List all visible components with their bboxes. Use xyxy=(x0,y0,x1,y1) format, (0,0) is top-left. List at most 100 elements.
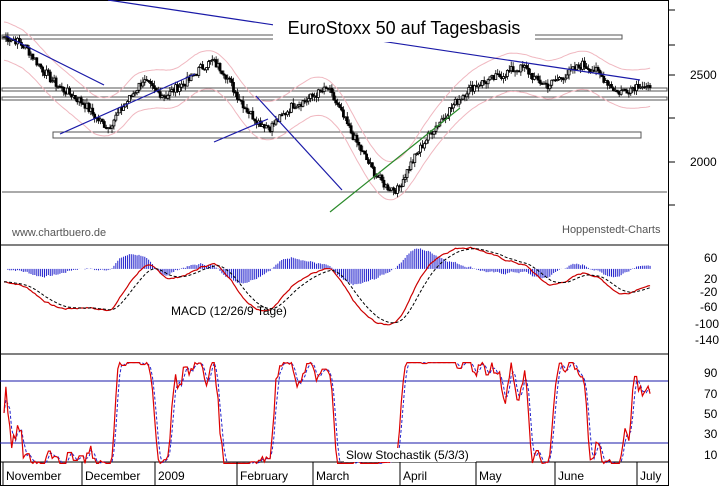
stoch-tick-label: 10 xyxy=(704,448,718,462)
month-label: December xyxy=(85,469,140,483)
candle-body xyxy=(380,174,384,181)
candle-body xyxy=(355,134,359,143)
candle-body xyxy=(81,102,85,105)
candle-body xyxy=(237,98,241,101)
candle-body xyxy=(586,68,590,70)
candle-body xyxy=(349,125,353,134)
macd-tick-label: -140 xyxy=(695,333,719,347)
candle-body xyxy=(525,65,529,69)
candle-body xyxy=(205,67,208,71)
candle-body xyxy=(629,87,633,94)
candle-body xyxy=(180,83,183,88)
trendline-nov-down xyxy=(5,35,105,86)
stoch-tick-label: 90 xyxy=(704,366,718,380)
candle-body xyxy=(295,105,299,109)
candle-body xyxy=(363,150,367,155)
stoch-label: Slow Stochastik (5/3/3) xyxy=(346,448,469,462)
candle-body xyxy=(527,67,530,75)
candle-body xyxy=(644,86,648,88)
candle-body xyxy=(532,75,536,80)
month-label: May xyxy=(479,469,502,483)
candle-body xyxy=(610,84,613,89)
candle-body xyxy=(131,93,135,97)
candle-body xyxy=(577,64,581,68)
candle-body xyxy=(367,159,370,164)
candle-body xyxy=(596,66,600,71)
candle-body xyxy=(550,79,554,86)
candle-body xyxy=(232,82,235,93)
candle-body xyxy=(359,144,363,152)
candle-body xyxy=(563,77,567,81)
candle-body xyxy=(488,76,492,81)
candle-body xyxy=(451,104,455,109)
candle-body xyxy=(114,114,118,121)
candle-body xyxy=(405,169,409,178)
candle-body xyxy=(230,78,233,83)
candle-body xyxy=(112,119,116,127)
candle-body xyxy=(345,116,349,125)
candle-body xyxy=(48,71,52,83)
candle-body xyxy=(137,82,141,91)
candle-body xyxy=(41,66,44,73)
candle-body xyxy=(168,90,172,96)
month-label: June xyxy=(558,469,584,483)
candle-body xyxy=(218,63,222,72)
candle-body xyxy=(556,79,559,81)
candle-body xyxy=(625,89,629,94)
candle-body xyxy=(222,73,226,76)
candle-body xyxy=(511,66,515,73)
macd-line xyxy=(4,246,651,326)
month-label: July xyxy=(640,469,661,483)
stoch-tick-label: 30 xyxy=(704,427,718,441)
candle-body xyxy=(473,85,476,92)
candle-body xyxy=(409,161,413,170)
macd-histogram xyxy=(5,248,651,286)
candle-body xyxy=(151,83,154,87)
month-label: November xyxy=(6,469,61,483)
candle-body xyxy=(207,61,210,68)
candle-body xyxy=(548,84,552,90)
title-backdrop xyxy=(273,16,535,42)
candle-body xyxy=(459,98,463,101)
stoch-k-line xyxy=(3,361,651,465)
bollinger-upper xyxy=(3,21,651,163)
candle-body xyxy=(305,100,309,103)
candle-body xyxy=(110,125,114,129)
candle-body xyxy=(266,125,270,128)
candle-body xyxy=(365,153,368,161)
macd-tick-label: 60 xyxy=(704,251,718,265)
candle-body xyxy=(457,99,461,105)
candle-body xyxy=(386,184,390,191)
candle-body xyxy=(79,97,83,104)
candle-body xyxy=(46,69,50,73)
candle-body xyxy=(494,73,498,80)
candle-body xyxy=(50,80,54,83)
trendline-feb-down xyxy=(255,95,343,191)
candle-body xyxy=(116,112,120,116)
candle-body xyxy=(316,89,320,98)
candle-body xyxy=(311,93,314,97)
candle-body xyxy=(307,98,311,102)
candle-body xyxy=(324,86,328,89)
macd-signal-line xyxy=(4,248,651,324)
candle-body xyxy=(648,85,652,89)
candle-body xyxy=(197,67,201,76)
candle-body xyxy=(392,187,395,191)
candle-body xyxy=(357,141,361,146)
candle-body xyxy=(424,139,428,145)
candle-body xyxy=(153,85,156,89)
candle-body xyxy=(565,74,569,79)
candle-body xyxy=(340,106,343,111)
candle-body xyxy=(286,111,289,116)
candle-body xyxy=(619,90,623,95)
candle-body xyxy=(241,100,245,109)
candle-body xyxy=(519,64,523,73)
candle-body xyxy=(338,104,341,108)
candle-body xyxy=(498,73,502,78)
candle-body xyxy=(505,70,509,77)
watermark-hoppenstedt: Hoppenstedt-Charts xyxy=(562,224,661,236)
candle-body xyxy=(415,153,419,155)
resistance-band-mid xyxy=(1,87,668,92)
candle-body xyxy=(224,74,228,80)
candle-body xyxy=(31,53,35,60)
